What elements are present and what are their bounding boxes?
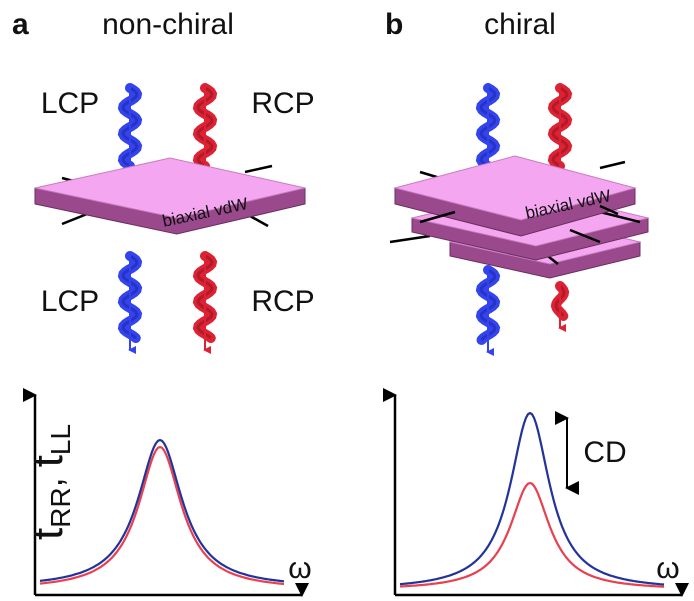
x-axis-label: ω (656, 552, 679, 585)
panel-title: chiral (484, 8, 556, 41)
y-label-part: LL (45, 424, 76, 455)
y-label-part: t (23, 455, 72, 467)
beam-label: LCP (41, 285, 99, 318)
y-label-part: t (23, 528, 72, 540)
panel-label: a (12, 8, 29, 41)
y-axis-label: tRR, tLL (23, 424, 76, 540)
axis-stick (245, 166, 272, 172)
axis-stick (600, 162, 625, 168)
beam-label: RCP (251, 87, 314, 120)
y-label-part: RR (45, 487, 76, 527)
curve (40, 447, 284, 584)
axis-stick (390, 236, 430, 242)
figure: a non-chiral b chiral LCP RCP LCP RCP bi… (0, 0, 694, 601)
beam-label: LCP (41, 87, 99, 120)
layout (35, 84, 682, 595)
y-label-part: , (29, 467, 70, 487)
beam-label: RCP (251, 285, 314, 318)
curve (400, 483, 664, 587)
x-axis-label: ω (288, 552, 311, 585)
axis-stick (250, 216, 268, 226)
panel-label: b (385, 8, 403, 41)
panel-title: non-chiral (102, 8, 234, 41)
annotation: CD (583, 436, 626, 469)
curve (40, 440, 284, 581)
